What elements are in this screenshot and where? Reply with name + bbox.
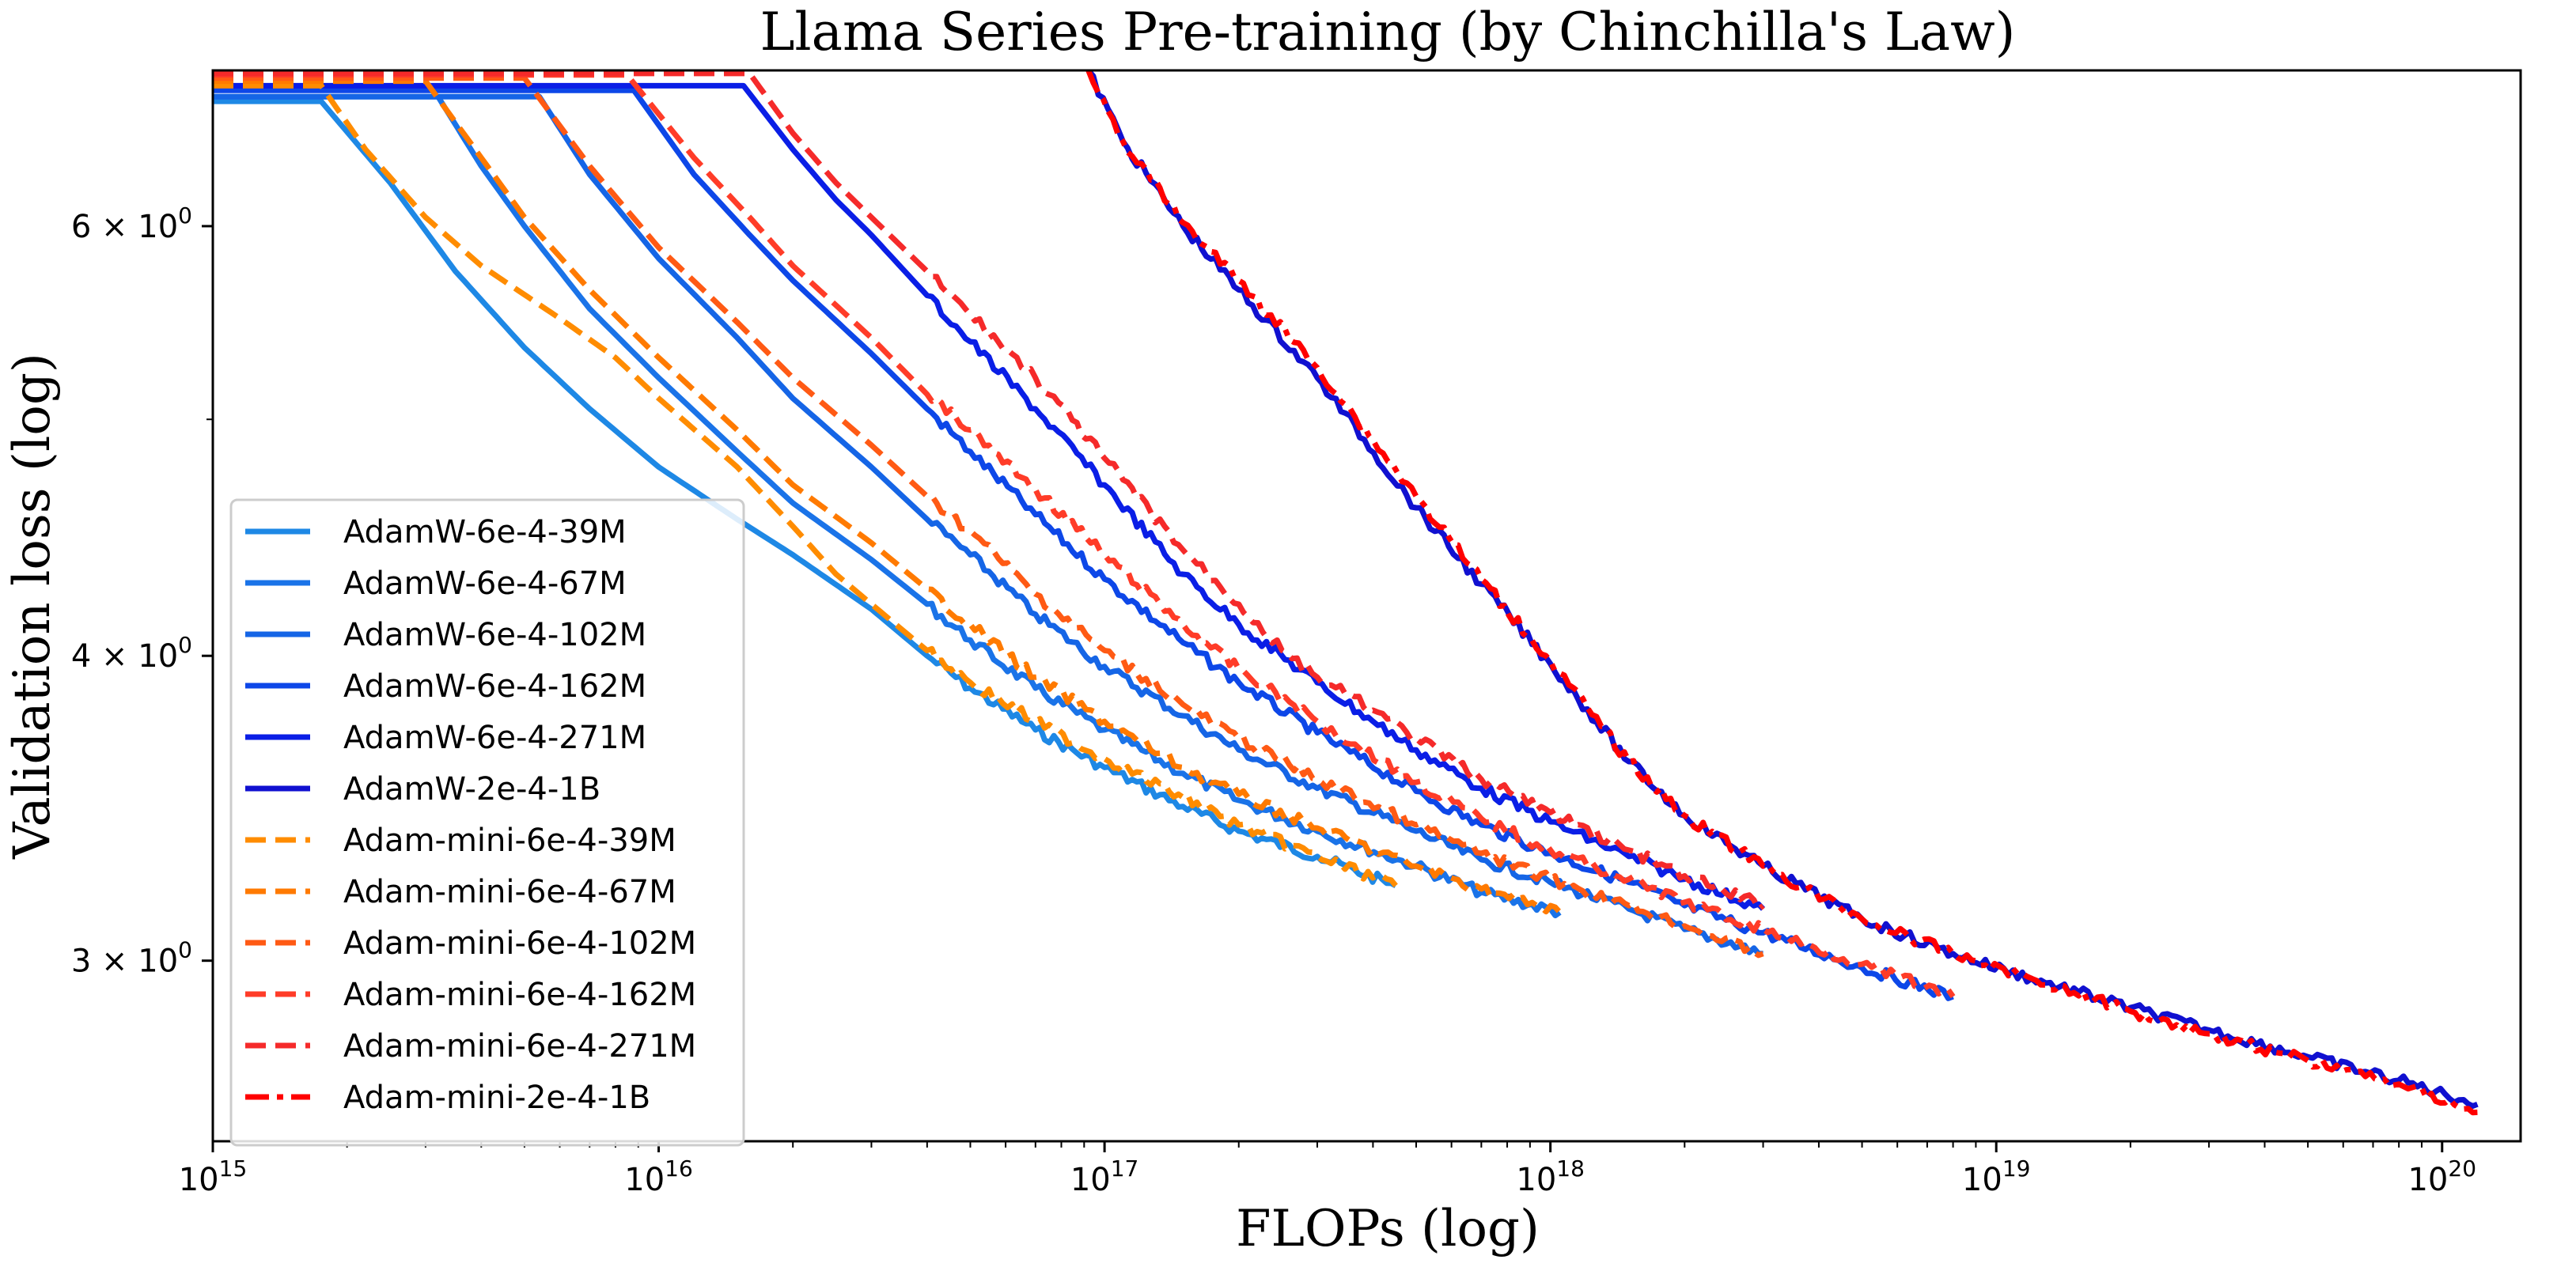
series-line-6: [213, 82, 1398, 888]
legend-label-6: Adam-mini-6e-4-39M: [343, 823, 676, 859]
series-lines: [213, 70, 2479, 1116]
x-tick-label-3: 1018: [1516, 1155, 1585, 1198]
x-tick-label-0: 1015: [179, 1155, 248, 1198]
series-line-5: [1086, 70, 2479, 1109]
chart-title: Llama Series Pre-training (by Chinchilla…: [760, 2, 2016, 62]
legend-label-2: AdamW-6e-4-102M: [343, 617, 646, 653]
legend-box: [229, 498, 745, 1147]
series-line-7: [213, 78, 1563, 915]
legend-label-10: Adam-mini-6e-4-271M: [343, 1028, 696, 1065]
series-line-10: [213, 70, 1765, 913]
y-axis-ticks: 3 × 100 4 × 100 6 × 100: [71, 202, 213, 980]
x-tick-label-5: 1020: [2407, 1155, 2476, 1198]
legend-label-7: Adam-mini-6e-4-67M: [343, 874, 676, 910]
plot-frame: [211, 69, 2522, 1143]
legend-label-1: AdamW-6e-4-67M: [343, 565, 627, 602]
series-line-9: [213, 72, 1956, 999]
legend-label-9: Adam-mini-6e-4-162M: [343, 977, 696, 1013]
y-axis-label: Validation loss (log): [3, 353, 62, 860]
series-line-4: [213, 82, 1766, 911]
series-line-2: [213, 93, 1763, 957]
legend-label-5: AdamW-2e-4-1B: [343, 771, 600, 807]
legend-label-4: AdamW-6e-4-271M: [343, 720, 646, 756]
x-tick-label-2: 1017: [1070, 1155, 1139, 1198]
series-line-0: [213, 98, 1397, 889]
series-line-3: [213, 87, 1954, 1001]
legend: AdamW-6e-4-39M AdamW-6e-4-67M AdamW-6e-4-1…: [229, 498, 745, 1147]
x-tick-label-1: 1016: [624, 1155, 693, 1198]
x-tick-label-4: 1019: [1962, 1155, 2031, 1198]
legend-label-11: Adam-mini-2e-4-1B: [343, 1080, 650, 1116]
y-tick-label-2: 6 × 100: [71, 202, 192, 245]
legend-label-8: Adam-mini-6e-4-102M: [343, 925, 696, 962]
x-axis-label: FLOPs (log): [1236, 1200, 1540, 1258]
legend-label-0: AdamW-6e-4-39M: [343, 514, 627, 550]
y-tick-label-1: 4 × 100: [71, 632, 192, 675]
x-axis-ticks: 1015 1016 1017 1018 1019 1020: [179, 1141, 2476, 1198]
legend-label-3: AdamW-6e-4-162M: [343, 668, 646, 705]
y-tick-label-0: 3 × 100: [71, 937, 192, 980]
